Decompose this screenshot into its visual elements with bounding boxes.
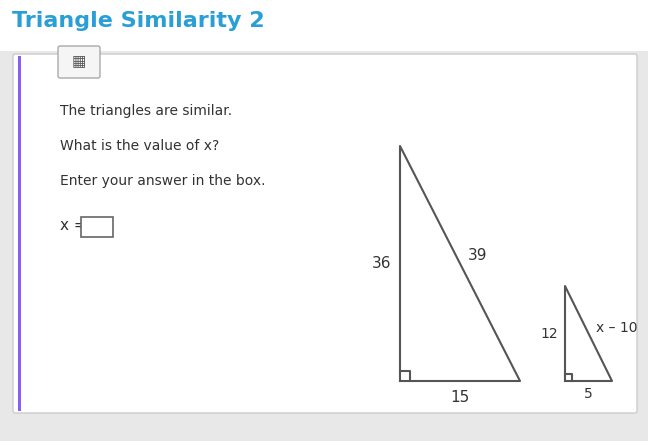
Text: 5: 5 xyxy=(584,387,593,401)
Text: The triangles are similar.: The triangles are similar. xyxy=(60,104,232,118)
Text: 12: 12 xyxy=(540,326,558,340)
FancyBboxPatch shape xyxy=(13,54,637,413)
Text: x – 10: x – 10 xyxy=(596,321,637,336)
FancyBboxPatch shape xyxy=(81,217,113,237)
Text: What is the value of x?: What is the value of x? xyxy=(60,139,219,153)
Text: 39: 39 xyxy=(469,248,488,263)
Text: 15: 15 xyxy=(450,389,470,404)
FancyBboxPatch shape xyxy=(58,46,100,78)
Text: 36: 36 xyxy=(372,256,392,271)
Text: Enter your answer in the box.: Enter your answer in the box. xyxy=(60,174,266,188)
Text: x =: x = xyxy=(60,218,87,233)
FancyBboxPatch shape xyxy=(0,0,648,51)
Text: ▦: ▦ xyxy=(72,55,86,70)
Text: Triangle Similarity 2: Triangle Similarity 2 xyxy=(12,11,264,31)
Bar xyxy=(18,56,21,411)
